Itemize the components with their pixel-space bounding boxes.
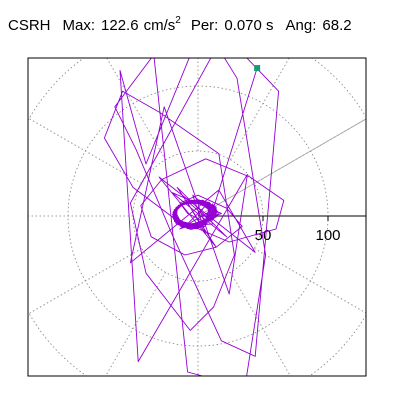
plot-frame xyxy=(27,57,367,377)
tick-label-100: 100 xyxy=(315,227,340,244)
grid-spoke-240 xyxy=(105,272,166,376)
ring-ticks: 50 100 xyxy=(255,216,341,244)
grid-spoke-210 xyxy=(28,248,142,314)
grid-spoke-150 xyxy=(28,118,142,184)
max-value: 122.6 xyxy=(101,17,139,34)
grid-spoke-330 xyxy=(254,248,366,314)
angle-ray xyxy=(197,118,366,217)
angle-value: 68.2 xyxy=(322,17,352,34)
grid-spoke-60 xyxy=(230,58,290,160)
orbit-path xyxy=(103,58,285,376)
max-unit: cm/s xyxy=(143,17,176,34)
max-label: Max: xyxy=(62,17,96,34)
period-value: 0.070 s xyxy=(224,17,274,34)
grid-spoke-120 xyxy=(106,58,166,160)
plot-header: CSRH Max: 122.6 cm/s2 Per: 0.070 s Ang: 68.2 xyxy=(8,15,352,34)
period-label: Per: xyxy=(190,17,219,34)
max-marker xyxy=(254,65,261,72)
max-unit-exponent: 2 xyxy=(175,15,181,26)
orbit-trace xyxy=(103,58,285,376)
angle-label: Ang: xyxy=(285,17,317,34)
grid-spoke-300 xyxy=(230,272,291,376)
station-code: CSRH xyxy=(8,17,51,34)
orbit-core xyxy=(171,199,219,230)
